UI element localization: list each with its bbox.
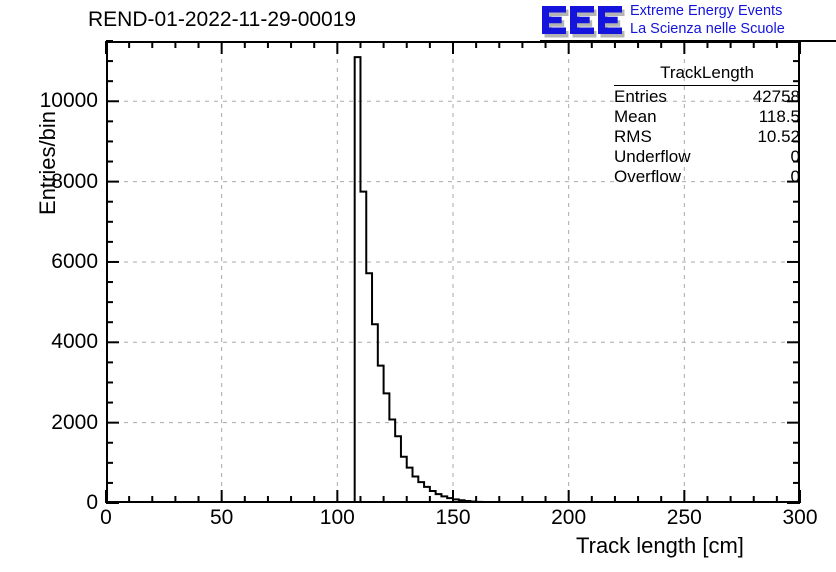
stats-value: 10.52 (757, 127, 800, 146)
stats-box: TrackLength Entries 42758 Mean 118.5 RMS 10.5… (614, 63, 800, 187)
x-axis-label: Track length [cm] (576, 533, 744, 558)
page-title: REND-01-2022-11-29-00019 (88, 8, 357, 31)
eee-mark-icon (542, 6, 625, 38)
x-tick-label: 0 (100, 506, 112, 529)
stats-row: RMS 10.52 (614, 127, 800, 147)
stats-row: Underflow 0 (614, 147, 800, 167)
stats-title: TrackLength (660, 63, 754, 82)
y-tick-label: 6000 (51, 249, 98, 273)
stats-value: 118.5 (758, 107, 800, 126)
x-tick-label: 100 (319, 506, 355, 529)
y-tick-label: 4000 (51, 330, 98, 354)
stats-key: Overflow (614, 167, 682, 186)
y-tick-label: 0 (86, 491, 98, 514)
x-tick-label: 150 (435, 506, 471, 529)
y-tick-label: 2000 (51, 410, 98, 434)
logo-text: Extreme Energy Events La Scienza nelle S… (630, 3, 785, 38)
y-tick-label: 8000 (51, 169, 98, 193)
stats-divider (614, 85, 800, 86)
stats-value: 0 (790, 147, 800, 166)
logo-line-2: La Scienza nelle Scuole (630, 20, 785, 37)
x-tick-label: 300 (782, 506, 818, 529)
x-tick-label: 200 (551, 506, 587, 529)
gridlines (106, 41, 800, 503)
logo-line-1: Extreme Energy Events (630, 3, 783, 19)
x-tick-label: 250 (666, 506, 702, 529)
x-tick-label: 50 (209, 506, 234, 529)
stats-row: Entries 42758 (614, 87, 800, 107)
y-tick-label: 10000 (39, 89, 98, 113)
stats-value: 0 (790, 167, 800, 186)
y-axis-label: Entries/bin (35, 111, 60, 215)
eee-logo: Extreme Energy Events La Scienza nelle S… (540, 2, 836, 42)
stats-row: Overflow 0 (614, 167, 800, 187)
stats-key: RMS (614, 127, 652, 146)
stats-row: Mean 118.5 (614, 107, 800, 127)
stats-value: 42758 (752, 87, 800, 106)
stats-key: Mean (614, 107, 657, 126)
stats-rows: Entries 42758 Mean 118.5 RMS 10.52 Underflow 0 O… (614, 87, 800, 187)
stats-key: Entries (614, 87, 667, 106)
stats-key: Underflow (614, 147, 691, 166)
